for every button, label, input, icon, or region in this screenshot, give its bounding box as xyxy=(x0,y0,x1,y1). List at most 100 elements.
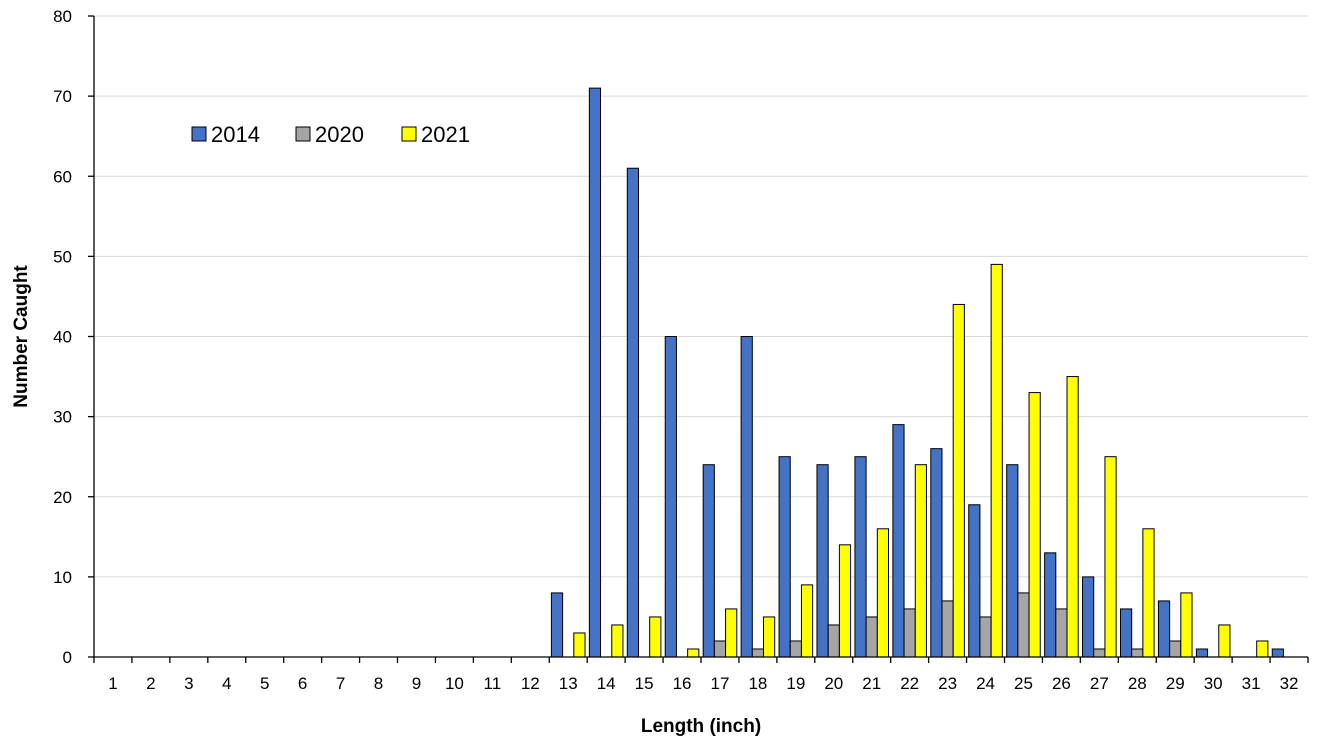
y-tick-label: 80 xyxy=(53,7,72,26)
gridlines xyxy=(94,15,1308,578)
x-tick-label: 22 xyxy=(900,674,919,693)
y-axis-title: Number Caught xyxy=(11,265,32,408)
bar-2021-25 xyxy=(1028,392,1041,658)
bar-2014-28 xyxy=(1119,608,1133,658)
x-tick-label: 4 xyxy=(222,674,231,693)
bar-2014-29 xyxy=(1157,600,1171,658)
y-tick-label: 20 xyxy=(53,488,72,507)
x-tick-label: 24 xyxy=(976,674,995,693)
bars xyxy=(550,87,1284,658)
y-tick-label: 60 xyxy=(53,167,72,186)
x-tick-label: 26 xyxy=(1052,674,1071,693)
legend-label-2021: 2021 xyxy=(421,122,470,147)
bar-2020-29 xyxy=(1169,640,1182,658)
bar-2021-19 xyxy=(800,584,814,658)
x-tick-label: 3 xyxy=(184,674,193,693)
bar-2014-23 xyxy=(930,448,943,658)
x-tick-label: 14 xyxy=(597,674,616,693)
bar-2021-15 xyxy=(649,616,662,658)
bar-2021-30 xyxy=(1218,624,1231,658)
bar-2021-21 xyxy=(876,528,890,658)
x-tick-label: 31 xyxy=(1242,674,1261,693)
bar-2021-14 xyxy=(611,624,624,658)
bar-2020-24 xyxy=(979,616,992,658)
bar-2014-16 xyxy=(664,336,677,658)
x-tick-label: 23 xyxy=(938,674,957,693)
axes xyxy=(88,15,1309,663)
bar-2020-26 xyxy=(1055,608,1068,658)
bar-2021-17 xyxy=(725,608,738,658)
bar-2014-13 xyxy=(550,592,564,658)
bar-2021-26 xyxy=(1066,376,1079,658)
bar-2021-13 xyxy=(573,632,586,658)
x-tick-label: 27 xyxy=(1090,674,1109,693)
bar-2014-22 xyxy=(892,424,905,658)
bar-2014-17 xyxy=(702,464,715,658)
bar-2014-25 xyxy=(1006,464,1019,658)
bar-2021-18 xyxy=(763,616,776,658)
bar-2021-27 xyxy=(1104,456,1117,658)
bar-2020-27 xyxy=(1093,648,1106,658)
bar-2020-17 xyxy=(713,640,727,658)
bar-2021-31 xyxy=(1256,640,1269,658)
bar-2021-20 xyxy=(838,544,852,658)
legend-label-2020: 2020 xyxy=(315,122,364,147)
x-tick-label: 13 xyxy=(559,674,578,693)
x-tick-label: 29 xyxy=(1166,674,1185,693)
x-tick-label: 1 xyxy=(108,674,117,693)
y-tick-label: 50 xyxy=(53,247,72,266)
bar-2021-24 xyxy=(990,263,1003,658)
x-tick-label: 2 xyxy=(146,674,155,693)
bar-2014-24 xyxy=(968,504,981,658)
bar-2021-28 xyxy=(1142,528,1155,658)
x-tick-label: 7 xyxy=(336,674,345,693)
y-tick-label: 10 xyxy=(53,568,72,587)
x-tick-label: 19 xyxy=(786,674,805,693)
bar-2021-16 xyxy=(687,648,700,658)
x-tick-label: 11 xyxy=(484,674,502,693)
x-tick-label: 18 xyxy=(748,674,767,693)
bar-2014-30 xyxy=(1195,648,1209,658)
x-tick-label: 10 xyxy=(445,674,464,693)
bar-2021-29 xyxy=(1180,592,1193,658)
x-tick-label: 20 xyxy=(824,674,843,693)
bar-2020-23 xyxy=(941,600,954,658)
legend-swatch-2021 xyxy=(401,126,417,142)
bar-2020-22 xyxy=(903,608,916,658)
x-tick-label: 6 xyxy=(298,674,307,693)
bar-2014-27 xyxy=(1082,576,1095,658)
x-tick-label: 21 xyxy=(862,674,881,693)
bar-2014-26 xyxy=(1044,552,1057,658)
bar-2020-20 xyxy=(827,624,840,658)
bar-2014-19 xyxy=(778,456,791,658)
bar-2014-32 xyxy=(1271,648,1284,658)
bar-2020-19 xyxy=(789,640,802,658)
x-tick-label: 8 xyxy=(374,674,383,693)
bar-2020-18 xyxy=(751,648,765,658)
x-tick-label: 32 xyxy=(1280,674,1299,693)
x-tick-label: 17 xyxy=(711,674,730,693)
bar-2014-21 xyxy=(854,456,867,658)
legend-label-2014: 2014 xyxy=(211,122,260,147)
x-tick-label: 9 xyxy=(412,674,421,693)
x-tick-label: 15 xyxy=(635,674,654,693)
bar-2020-25 xyxy=(1017,592,1030,658)
y-tick-label: 0 xyxy=(63,648,72,667)
legend: 2014 2020 2021 xyxy=(191,122,470,147)
legend-swatch-2020 xyxy=(295,126,311,142)
bar-2020-28 xyxy=(1131,648,1144,658)
y-tick-label: 30 xyxy=(53,408,72,427)
x-axis-title: Length (inch) xyxy=(641,716,761,737)
x-tick-label: 5 xyxy=(260,674,269,693)
bar-2014-20 xyxy=(816,464,829,658)
bar-2021-22 xyxy=(914,464,927,658)
x-tick-label: 25 xyxy=(1014,674,1033,693)
x-tick-label: 28 xyxy=(1128,674,1147,693)
legend-swatch-2014 xyxy=(191,126,207,142)
y-tick-label: 70 xyxy=(53,87,72,106)
bar-2021-23 xyxy=(952,303,965,658)
y-tick-label: 40 xyxy=(53,328,72,347)
